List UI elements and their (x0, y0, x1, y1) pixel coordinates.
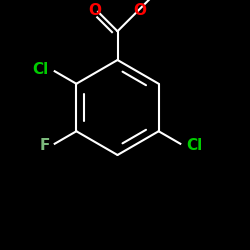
Text: F: F (40, 138, 50, 152)
Text: Cl: Cl (32, 62, 48, 78)
Text: O: O (134, 3, 146, 18)
Text: O: O (88, 3, 102, 18)
Text: Cl: Cl (186, 138, 203, 152)
